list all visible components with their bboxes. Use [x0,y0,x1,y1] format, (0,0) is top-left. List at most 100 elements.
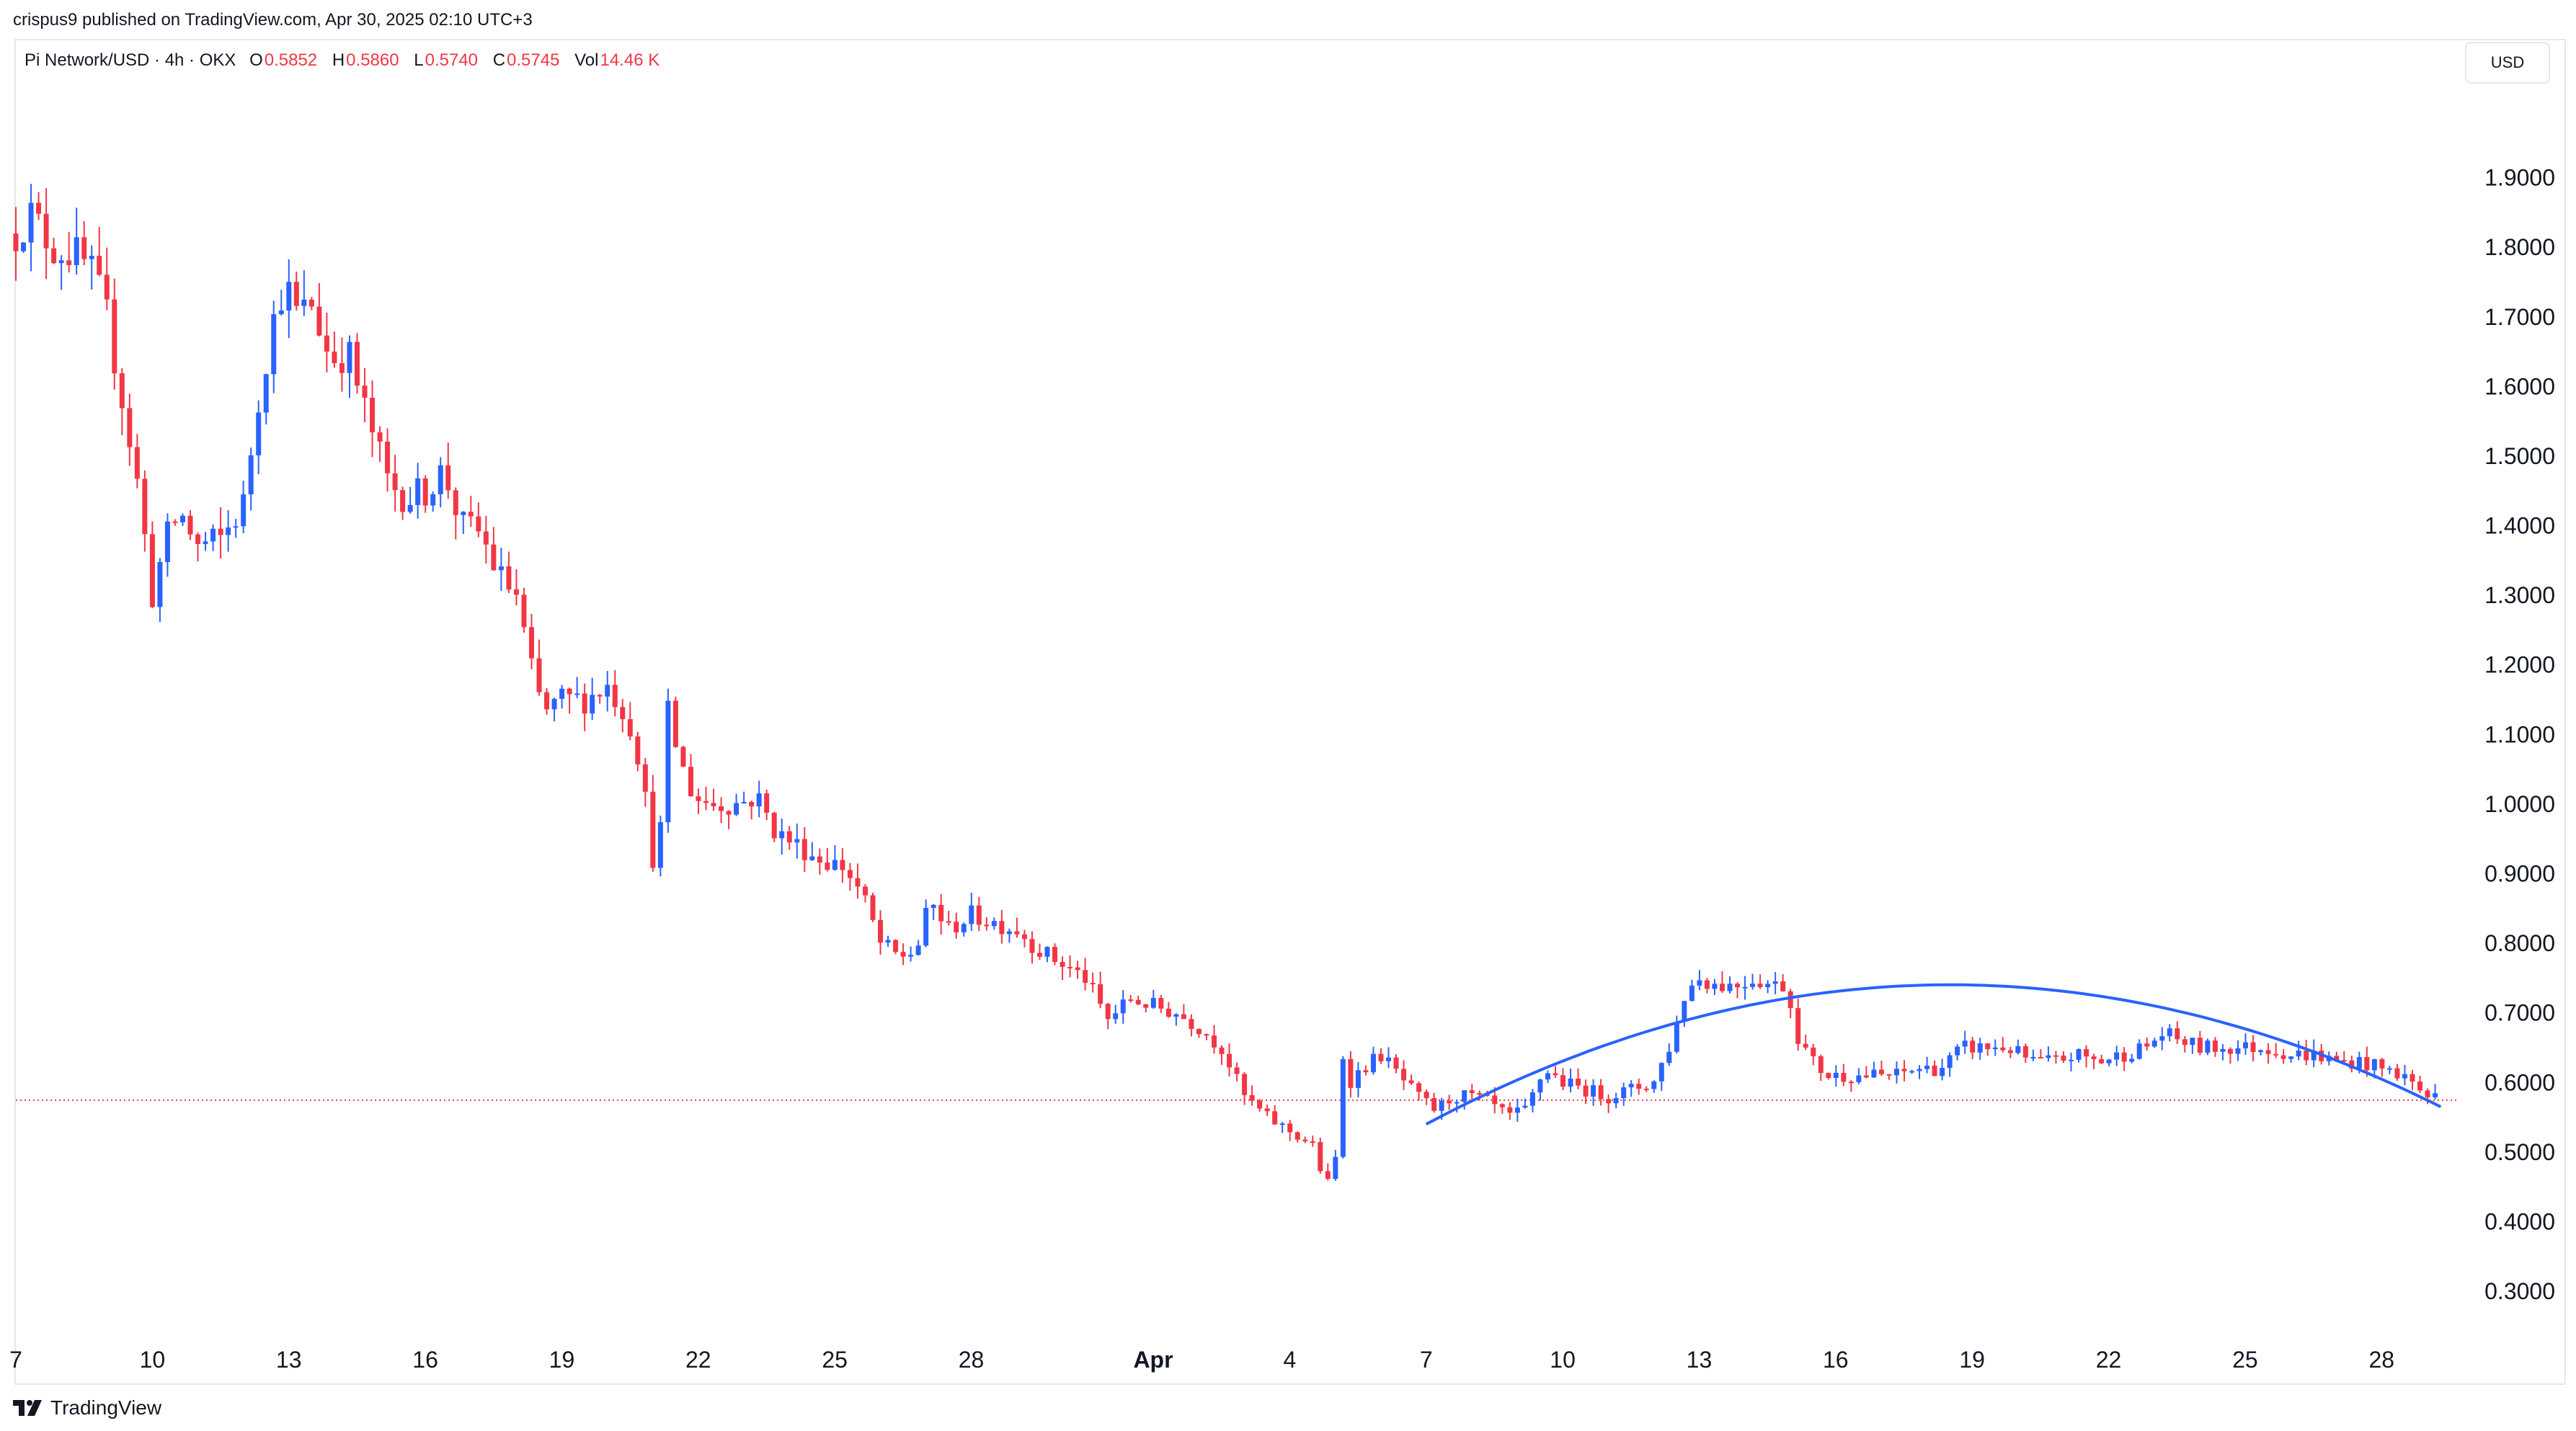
time-axis[interactable]: 7 10 13 16 19 22 25 28 Apr 4 7 10 13 16 19 22 25 28 [9,1347,2394,1373]
candle [187,509,193,540]
candle [112,278,117,390]
candle [461,511,466,535]
candle-body [938,904,944,922]
candle [1302,1136,1308,1144]
candle-body [855,878,861,887]
candle-body [817,856,822,863]
candle-body [2076,1049,2082,1060]
candle [938,893,944,935]
candle-body [1878,1069,1884,1074]
publisher-line: crispus9 published on TradingView.com, A… [13,10,533,30]
candle-body [984,924,990,927]
candle [771,811,777,842]
candle-body [58,260,64,264]
candle [301,270,307,316]
candle-body [172,521,178,523]
candle [1917,1065,1922,1079]
candle [900,943,906,966]
y-tick-label: 1.9000 [2484,165,2555,191]
x-tick-label: 10 [1550,1347,1576,1373]
candle-body [1507,1107,1513,1113]
candle-body [370,397,376,432]
candle [801,826,807,873]
candle [946,911,951,926]
candle-body [1447,1100,1452,1104]
candle [817,848,822,875]
price-axis[interactable]: 0.3000 0.4000 0.5000 0.6000 0.7000 0.8000 0.90… [2484,165,2555,1304]
candle-body [1613,1097,1619,1104]
candle-body [1150,997,1156,1008]
candle [1606,1095,1612,1113]
candle-body [1469,1090,1475,1093]
candle-body [332,351,337,364]
candle [407,486,413,514]
candle-body [66,260,72,265]
candle [1765,980,1771,994]
candle [422,475,428,513]
candle-body [377,432,383,442]
candle [2235,1040,2241,1061]
candle [2030,1049,2036,1061]
candle [1507,1102,1513,1120]
candle [2038,1048,2043,1059]
candle-body [278,310,284,314]
candle-body [1439,1100,1444,1111]
candle-body [893,940,899,953]
candle-body [1750,984,1756,987]
chart-frame[interactable] [14,39,2566,1385]
candle [149,521,155,609]
candle [908,946,914,962]
candle-body [1014,931,1020,935]
candle-body [2099,1059,2105,1064]
candle [976,896,982,932]
candle-body [931,904,936,908]
candle-body [2296,1051,2301,1057]
candle [1576,1068,1581,1089]
candle [567,687,572,714]
candle-body [127,408,133,447]
tradingview-logo[interactable]: TradingView [13,1395,161,1421]
candle-body [567,688,572,695]
candle [1514,1098,1520,1122]
currency-button[interactable]: USD [2465,42,2550,84]
y-tick-label: 0.4000 [2484,1208,2555,1234]
candle-body [1818,1056,1824,1074]
open-value: 0.5852 [264,50,318,70]
candle-body [1325,1171,1331,1179]
candle-body [862,886,868,896]
candle-body [1674,1022,1679,1052]
candle [825,847,830,872]
candle-body [1189,1019,1194,1029]
candle [1454,1099,1460,1113]
candle-body [1165,1008,1171,1017]
candle-body [2144,1043,2150,1047]
candle-body [218,528,223,535]
candle-body [1893,1069,1899,1076]
candle [1165,1002,1171,1018]
candle [2197,1030,2203,1056]
candle [627,702,633,741]
candle [415,463,421,519]
candle [1249,1085,1255,1106]
candle-body [491,544,497,571]
candle-body [582,693,587,714]
candle-body [521,594,527,628]
candle-body [847,870,853,878]
candle [1947,1052,1953,1077]
candle-body [119,373,125,409]
candle-body [263,374,269,413]
candle [2205,1038,2211,1056]
candle [2288,1056,2294,1064]
candle-body [1735,984,1741,988]
candle-body [1135,999,1141,1004]
candle [430,491,436,512]
candle [1598,1079,1604,1106]
candle-body [946,921,951,923]
candle-body [445,465,451,491]
candle [1689,979,1695,1002]
candle-body [2038,1057,2043,1059]
candle-body [2356,1057,2362,1069]
candle-body [991,921,997,927]
candle-body [620,707,626,720]
